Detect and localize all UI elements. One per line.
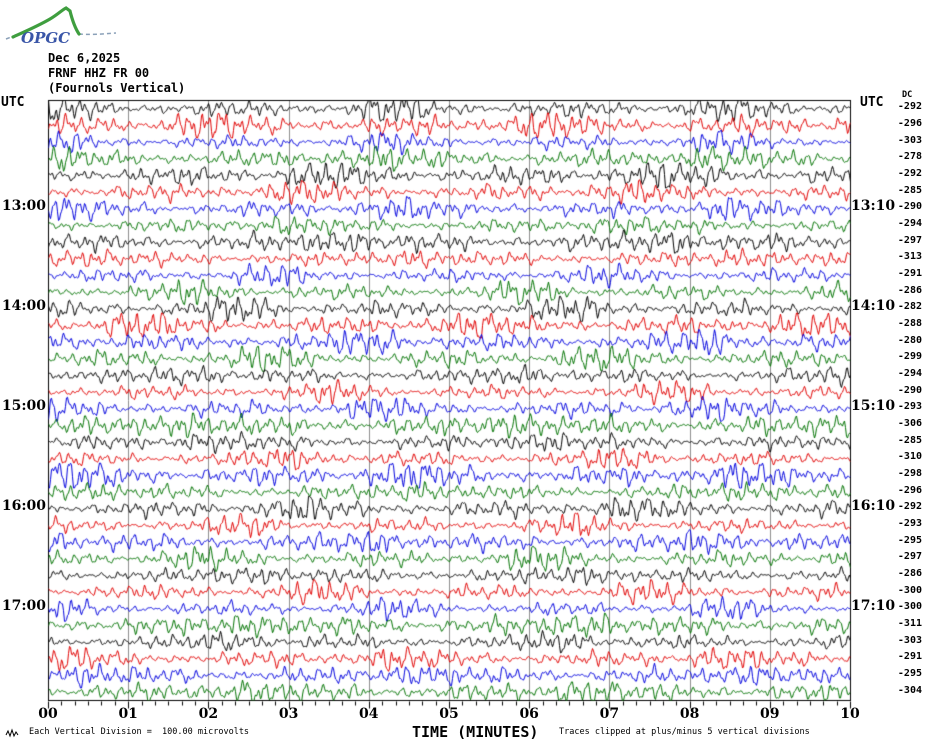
left-time-label: 14:00 (1, 298, 46, 315)
x-tick-label: 10 (840, 706, 860, 722)
dc-offset-value: -311 (897, 618, 922, 629)
dc-offset-value: -295 (897, 534, 922, 546)
dc-offset-value: -300 (897, 584, 922, 596)
dc-offset-value: -294 (897, 218, 922, 229)
dc-offset-value: -292 (897, 101, 922, 113)
dc-offset-value: -286 (897, 568, 922, 579)
dc-offset-value: -285 (897, 184, 922, 196)
footer-scale-note: Each Vertical Division = 100.00 microvol… (29, 727, 250, 737)
dc-offset-value: -310 (897, 451, 922, 463)
dc-offset-value: -300 (897, 601, 922, 613)
dc-offset-value: -293 (897, 401, 922, 413)
dc-offset-value: -292 (897, 168, 922, 179)
right-time-label: 16:10 (851, 498, 896, 515)
header-station-code: FRNF HHZ FR 00 (48, 66, 150, 80)
utc-label-right: UTC (860, 95, 884, 110)
dc-offset-value: -294 (897, 368, 922, 379)
x-tick-label: 01 (118, 706, 138, 722)
dc-offset-value: -313 (897, 251, 922, 263)
left-time-label: 17:00 (1, 598, 46, 615)
utc-label-left: UTC (1, 95, 25, 110)
dc-offset-value: -288 (897, 318, 922, 329)
x-tick-label: 09 (760, 706, 780, 722)
x-tick-label: 06 (519, 706, 539, 722)
left-time-label: 15:00 (1, 398, 46, 415)
dc-offset-value: -278 (897, 151, 922, 163)
opgc-logo: OPGC (5, 6, 117, 47)
dc-offset-value: -303 (897, 134, 922, 146)
left-time-label: 13:00 (1, 198, 46, 215)
logo-dash-right (78, 32, 117, 36)
dc-offset-value: -282 (897, 301, 922, 313)
dc-offset-value: -290 (897, 384, 922, 396)
dc-offset-value: -285 (897, 434, 922, 446)
logo-mountain-curve (11, 6, 81, 39)
right-time-label: 17:10 (851, 598, 896, 615)
x-tick-label: 07 (599, 706, 620, 722)
dc-offset-value: -296 (897, 118, 922, 129)
dc-offset-value: -297 (897, 551, 922, 563)
microvolt-wiggle-icon (5, 728, 19, 738)
footer-clip-note: Traces clipped at plus/minus 5 vertical … (559, 727, 810, 737)
dc-offset-value: -298 (897, 468, 922, 479)
x-axis-title: TIME (MINUTES) (412, 723, 539, 741)
dc-offset-value: -295 (897, 668, 922, 679)
right-time-label: 13:10 (851, 198, 896, 215)
right-time-label: 14:10 (851, 298, 896, 315)
dc-offset-value: -291 (897, 268, 922, 279)
header-station-name: (Fournols Vertical) (48, 81, 186, 95)
logo-text: OPGC (21, 29, 70, 47)
x-tick-label: 03 (278, 706, 299, 722)
x-tick-label: 04 (359, 706, 379, 722)
dc-offset-value: -296 (897, 484, 922, 496)
dc-offset-value: -292 (897, 501, 922, 513)
right-time-label: 15:10 (851, 398, 896, 415)
dc-offset-value: -291 (897, 651, 922, 663)
dc-offset-value: -293 (897, 518, 922, 529)
dc-offset-value: -290 (897, 201, 922, 213)
dc-offset-value: -304 (897, 684, 922, 696)
dc-offset-value: -306 (897, 418, 922, 429)
dc-offset-value: -286 (897, 284, 922, 296)
dc-offset-value: -280 (897, 334, 922, 346)
x-tick-label: 05 (439, 706, 459, 722)
header-date: Dec 6,2025 (48, 51, 121, 65)
dc-offset-value: -299 (897, 351, 922, 363)
x-tick-label: 08 (679, 706, 700, 722)
x-tick-label: 02 (198, 706, 219, 722)
x-tick-label: 00 (38, 706, 58, 722)
dc-offset-value: -303 (897, 634, 922, 646)
dc-offset-value: -297 (897, 234, 922, 246)
left-time-label: 16:00 (1, 498, 46, 515)
dc-column-header: DC (902, 90, 913, 100)
